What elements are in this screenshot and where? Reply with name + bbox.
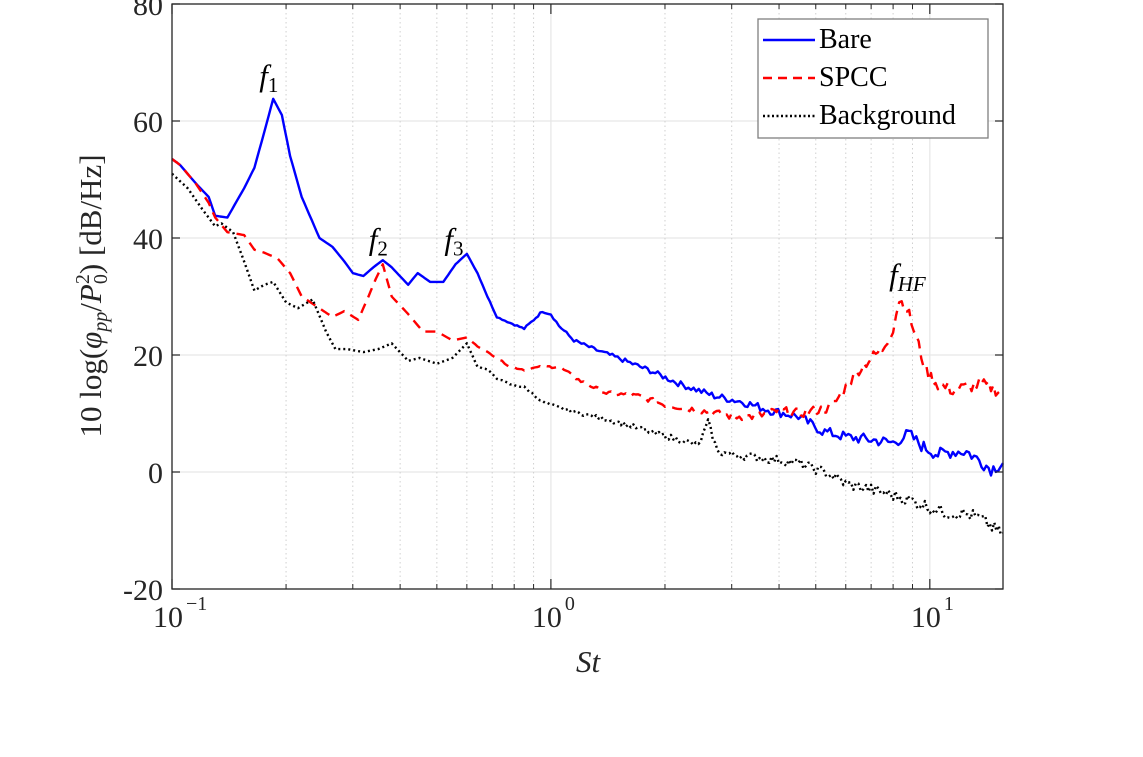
y-tick-label: 40: [133, 223, 163, 256]
legend: Bare SPCC Background: [757, 18, 989, 139]
peak-label-f1: f1: [259, 58, 278, 97]
peak-label-f3: f3: [444, 222, 463, 261]
y-axis-title-part: P: [73, 284, 108, 304]
y-tick-label: 0: [148, 457, 163, 490]
peak-label-subscript: 2: [377, 237, 388, 261]
series-line-spcc: [171, 158, 1004, 422]
series-line-bare: [171, 97, 1005, 477]
x-tick-label-exponent: −1: [186, 593, 207, 615]
peak-label-subscript: 1: [268, 73, 279, 97]
plot-frame: [171, 3, 1004, 590]
x-axis-title: St: [576, 644, 602, 679]
y-tick-label: 80: [133, 0, 163, 22]
peak-label-f2: f2: [369, 222, 388, 261]
annotation-layer: f1 f2 f3 fHF: [259, 58, 926, 296]
peak-label-subscript: 3: [453, 237, 464, 261]
x-tick-label: 10: [153, 601, 183, 634]
legend-label-background: Background: [819, 100, 956, 131]
series-layer: [171, 97, 1005, 536]
y-tick-label: 20: [133, 340, 163, 373]
x-tick-label: 10: [911, 601, 941, 634]
y-axis-title-part: φ: [73, 332, 108, 349]
y-axis-title-part: ) [dB/Hz]: [73, 154, 108, 274]
y-tick-label: 60: [133, 106, 163, 139]
y-axis-title-part: 2: [72, 274, 94, 284]
y-axis-title-part: /: [73, 303, 108, 312]
y-axis-title-part: pp: [90, 312, 112, 334]
series-line-background: [171, 172, 1004, 536]
legend-label-bare: Bare: [819, 24, 872, 55]
y-axis-title: 10 log(φpp/P02) [dB/Hz]: [72, 154, 112, 437]
y-axis-title-part: 10 log(: [73, 349, 108, 438]
x-tick-label-exponent: 1: [944, 593, 954, 615]
y-axis-title-part: 0: [90, 274, 112, 284]
x-tick-label-exponent: 0: [565, 593, 575, 615]
legend-label-spcc: SPCC: [819, 62, 888, 93]
peak-label-fhf: fHF: [889, 257, 926, 296]
peak-label-subscript: HF: [897, 272, 926, 296]
x-tick-label: 10: [532, 601, 562, 634]
y-tick-label: -20: [123, 574, 163, 607]
